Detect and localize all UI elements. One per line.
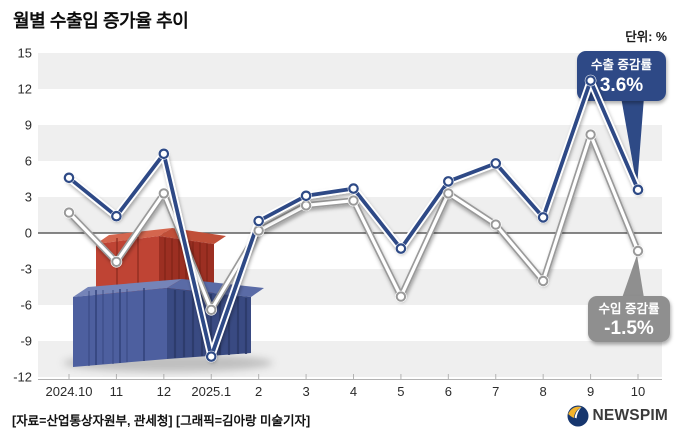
y-axis-label: -9	[20, 334, 32, 349]
export-callout-tail	[621, 97, 644, 187]
import-point	[158, 188, 170, 199]
import-point	[253, 225, 264, 236]
x-axis-label: 10	[631, 384, 645, 399]
source-credit: [자료=산업통상자원부, 관세청] [그래픽=김아랑 미술기자]	[12, 414, 311, 428]
x-axis-label: 8	[540, 384, 547, 399]
import-point	[490, 219, 501, 230]
export-point	[348, 183, 359, 194]
y-axis-label: 15	[18, 46, 32, 61]
import-callout-value: -1.5%	[604, 318, 654, 339]
unit-label: 단위: %	[625, 30, 667, 44]
x-axis-label: 3	[302, 384, 309, 399]
y-axis-label: -12	[13, 370, 32, 385]
x-axis-label: 2025.1	[191, 384, 231, 399]
newspim-logo-text: NEWSPIM	[592, 407, 668, 424]
newspim-logo: NEWSPIM	[567, 405, 668, 427]
x-axis-label: 7	[492, 384, 499, 399]
y-axis-label: 6	[25, 154, 32, 169]
import-point	[348, 195, 359, 206]
x-axis-label: 2	[255, 384, 262, 399]
export-point	[490, 158, 502, 169]
x-axis-label: 6	[445, 384, 452, 399]
x-axis-label: 12	[157, 384, 171, 399]
import-point	[206, 304, 217, 315]
shipping-containers-illustration	[63, 228, 273, 372]
export-point	[253, 215, 264, 227]
import-callout-tail	[622, 255, 644, 298]
import-point	[443, 188, 454, 199]
import-point	[632, 245, 644, 257]
export-callout-label: 수출 증감률	[591, 57, 652, 72]
export-callout-value: 3.6%	[600, 75, 643, 96]
y-axis-label: 12	[18, 82, 32, 97]
x-axis-label: 5	[397, 384, 404, 399]
import-point	[585, 129, 596, 140]
y-axis-label: -3	[20, 262, 32, 277]
callout-text: 수출 증감률 3.6% 수입 증감률 -1.5%	[591, 57, 660, 339]
grid-band	[38, 125, 662, 161]
export-point	[205, 351, 217, 362]
x-axis-label: 4	[350, 384, 357, 399]
import-callout-label: 수입 증감률	[599, 301, 660, 316]
x-axis-label: 9	[587, 384, 594, 399]
newspim-logo-icon	[567, 405, 589, 427]
export-point	[443, 176, 454, 187]
export-callout-box	[577, 51, 666, 101]
export-point	[63, 172, 75, 184]
y-axis-label: -6	[20, 298, 32, 313]
x-axis-label: 2024.10	[46, 384, 93, 399]
import-point	[300, 200, 312, 211]
export-point	[158, 148, 170, 160]
export-point	[632, 184, 644, 196]
page-title: 월별 수출입 증가율 추이	[13, 11, 189, 31]
export-point	[585, 75, 596, 86]
export-point	[300, 190, 312, 202]
export-point	[537, 212, 549, 223]
y-axis-label: 9	[25, 118, 32, 133]
grid-band	[38, 53, 662, 89]
export-point	[111, 210, 122, 222]
callout-shapes	[577, 51, 670, 342]
export-point	[395, 243, 407, 254]
y-axis-label: 0	[25, 226, 32, 241]
x-axis-label: 11	[110, 384, 124, 399]
import-callout-box	[588, 296, 670, 342]
axes: 15 12 9 6 3 0 -3 -6 -9 -12 2024.10 11 12 2025.1 2 3 4 5 6 7…	[13, 46, 662, 399]
data-point-markers	[63, 74, 644, 363]
import-point	[537, 275, 549, 287]
y-axis-label: 3	[25, 190, 32, 205]
import-point	[395, 291, 407, 302]
import-point	[63, 207, 75, 218]
import-point	[111, 256, 122, 267]
